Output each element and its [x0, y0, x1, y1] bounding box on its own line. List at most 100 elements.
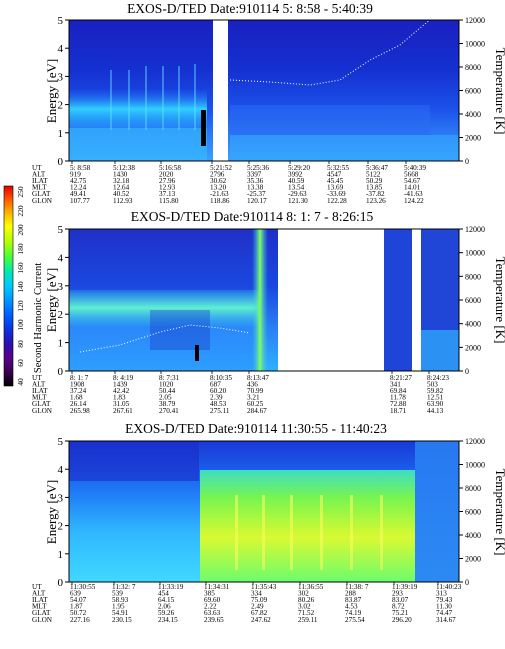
panel-3-y2tick-label: 12000 — [465, 437, 485, 446]
panel-1-cell: 14.01 — [404, 184, 421, 192]
panel-3-row-label: GLAT — [32, 609, 51, 617]
colorbar-tick-label: 220 — [16, 205, 25, 217]
panel-3-cell: 247.62 — [251, 616, 271, 624]
panel-3-cell: 69.60 — [204, 596, 221, 604]
panel-1-cell: -41.63 — [404, 190, 423, 198]
panel-1-cell: 35.36 — [247, 177, 264, 185]
panel-3-y2ticks: 0 2000 4000 6000 8000 10000 12000 — [459, 437, 485, 587]
panel-1-cell: -29.63 — [288, 190, 307, 198]
panel-2-cell: 38.79 — [159, 400, 176, 408]
panel-3-right-region — [415, 441, 459, 582]
panel-1-cell: 5:32:55 — [327, 164, 349, 172]
panel-3-plot — [68, 440, 460, 583]
panel-3-cell: 58.93 — [112, 596, 129, 604]
panel-2-cell: 436 — [247, 381, 258, 389]
colorbar-tick-label: 140 — [16, 281, 25, 293]
colorbar-tick-label: 200 — [16, 224, 25, 236]
panel-3-cell: 11:30:55 — [70, 583, 96, 591]
panel-3-cell: 4.53 — [345, 603, 358, 611]
panel-1-cell: 13.54 — [288, 184, 305, 192]
panel-2-cell: 18.71 — [390, 407, 407, 415]
panel-2-cell: 44.13 — [427, 407, 444, 415]
panel-3-ytick-label: 3 — [58, 492, 64, 504]
panel-2-cell: 267.61 — [113, 407, 133, 415]
panel-3: EXOS-D/TED Date:910114 11:30:55 - 11:40:… — [32, 421, 505, 624]
panel-3-cell: 59.26 — [158, 609, 175, 617]
colorbar-tick-label: 60 — [16, 359, 25, 367]
panel-1-cell: 107.77 — [70, 197, 90, 205]
panel-3-cell: 8.72 — [392, 603, 405, 611]
panel-2-cell: 42.42 — [113, 387, 130, 395]
panel-1-row-label: MLT — [32, 184, 47, 192]
panel-1-cell: 1430 — [113, 171, 128, 179]
panel-2-cell: 8:21:27 — [390, 374, 412, 382]
panel-1-cell: 42.75 — [70, 177, 87, 185]
panel-1-cell: 49.41 — [70, 190, 87, 198]
panel-1-y2tick-label: 0 — [465, 157, 469, 166]
panel-2-cell: 8:10:35 — [210, 374, 232, 382]
panel-1-y2tick-label: 12000 — [465, 16, 485, 25]
panel-1-cell: 118.86 — [210, 197, 230, 205]
panel-3-cell: 3.02 — [298, 603, 311, 611]
panel-2-dark-spike — [195, 345, 199, 361]
panel-1-cell: 50.29 — [366, 177, 383, 185]
panel-3-cell: 67.82 — [251, 609, 268, 617]
panel-1-cell: 919 — [70, 171, 81, 179]
panel-3-row-label: ILAT — [32, 596, 48, 604]
panel-2-y2tick-label: 10000 — [465, 249, 485, 258]
panel-2-cell: 60.20 — [210, 387, 227, 395]
panel-3-cell: 239.65 — [204, 616, 224, 624]
panel-2-cell: 50.44 — [159, 387, 176, 395]
panel-3-row-label: MLT — [32, 603, 47, 611]
panel-1-y2tick-label: 4000 — [465, 110, 481, 119]
panel-2-cell: 1020 — [159, 381, 174, 389]
panel-1-row-label: GLAT — [32, 190, 51, 198]
panel-3-cell: 2.06 — [158, 603, 171, 611]
panel-1-cell: 5:21:52 — [210, 164, 232, 172]
panel-1-ylabel: Energy [eV] — [44, 59, 59, 123]
panel-2-cell: 1.68 — [70, 394, 83, 402]
panel-2-ytick-label: 2 — [58, 309, 64, 321]
panel-3-cell: 539 — [112, 590, 123, 598]
panel-2-y2ticks: 0 2000 4000 6000 8000 10000 12000 — [459, 225, 485, 376]
panel-1-cell: 12.93 — [159, 184, 176, 192]
panel-3-ylabel: Energy [eV] — [44, 480, 59, 544]
panel-3-cell: 296.20 — [392, 616, 412, 624]
panel-2-cell: 1439 — [113, 381, 128, 389]
panel-1-cell: -21.63 — [210, 190, 229, 198]
colorbar-ticks: 40 60 80 100 120 140 160 180 200 220 250 — [16, 186, 25, 386]
panel-3-cell: 74.47 — [436, 609, 453, 617]
panel-1-cell: 13.69 — [327, 184, 344, 192]
panel-1-cell: 5:36:47 — [366, 164, 388, 172]
panel-1-cell: 27.96 — [159, 177, 176, 185]
panel-2-dark-patch — [150, 310, 210, 350]
panel-2-cell: 8:24:23 — [427, 374, 449, 382]
panel-2-cell: 265.98 — [70, 407, 90, 415]
panel-1-low-band-right — [230, 135, 459, 161]
panel-2-cell: 8: 4:19 — [113, 374, 134, 382]
panel-3-cell: 83.07 — [392, 596, 409, 604]
panel-3-cell: 314.67 — [436, 616, 456, 624]
panel-3-y2tick-label: 10000 — [465, 461, 485, 470]
colorbar-tick-label: 180 — [16, 243, 25, 255]
panel-2-cell: 341 — [390, 381, 401, 389]
panel-1-cell: 54.67 — [404, 177, 421, 185]
panel-3-cell: 454 — [158, 590, 169, 598]
panel-2-y2tick-label: 6000 — [465, 296, 481, 305]
panel-1-y2tick-label: 2000 — [465, 134, 481, 143]
panel-1-y2label: Temperature [K] — [493, 48, 505, 135]
panel-3-top-dark — [69, 441, 199, 481]
panel-2-ytick-label: 4 — [58, 252, 64, 264]
panel-3-y2tick-label: 8000 — [465, 484, 481, 493]
panel-1-cell: 2020 — [159, 171, 174, 179]
panel-3-ytick-label: 5 — [58, 436, 64, 448]
panel-2-cell: 72.88 — [390, 400, 407, 408]
colorbar-scale — [3, 185, 14, 387]
panel-2-cell: 69.84 — [390, 387, 407, 395]
panel-3-stripes — [235, 495, 383, 570]
panel-3-ytick-label: 4 — [58, 464, 64, 476]
panel-3-cell: 293 — [392, 590, 403, 598]
panel-2-y2tick-label: 4000 — [465, 320, 481, 329]
panel-1-ytick-label: 4 — [58, 43, 64, 55]
